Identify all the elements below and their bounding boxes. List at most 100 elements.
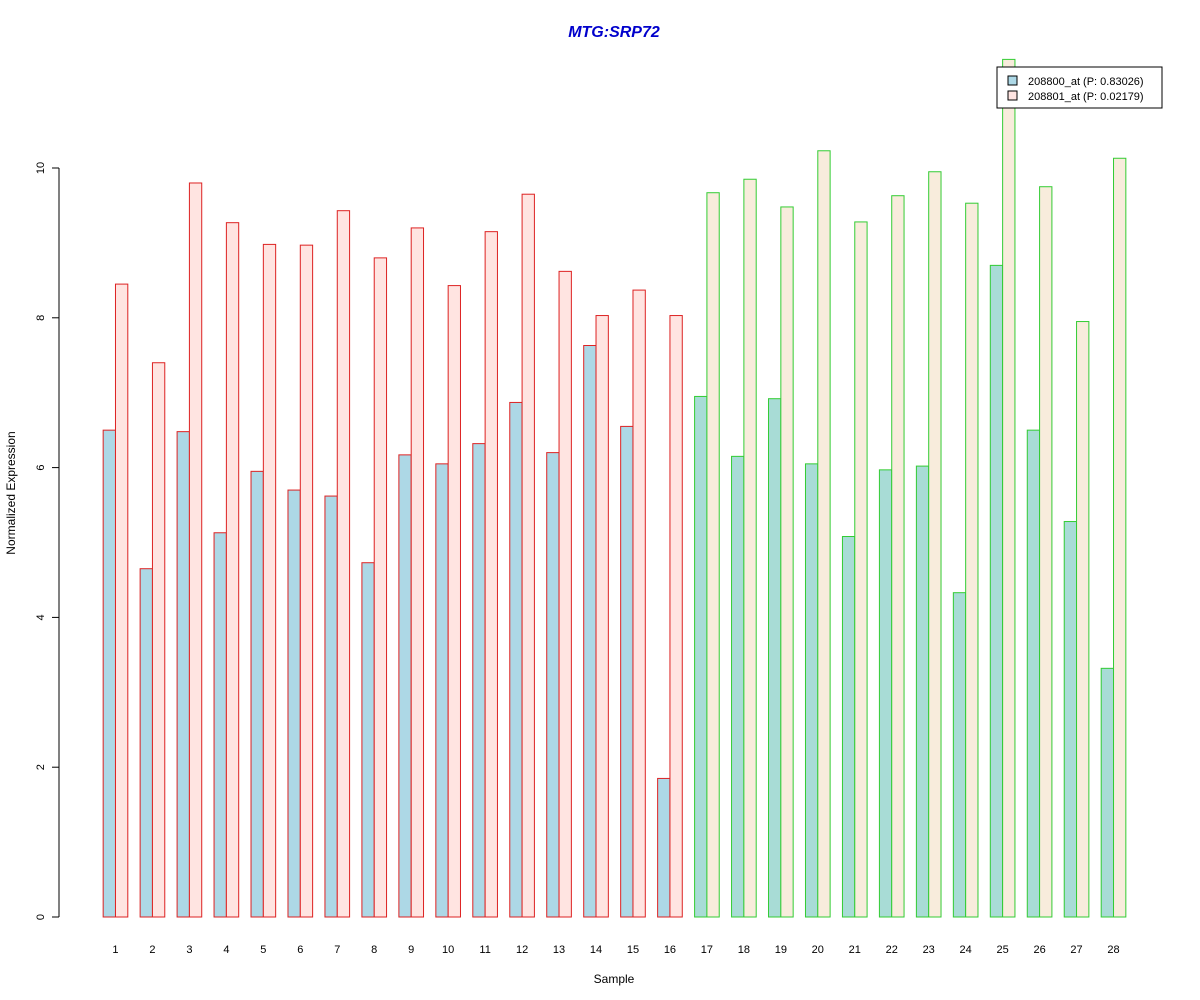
bar-sample-22-series-2 bbox=[891, 195, 905, 918]
bar-sample-8-series-1 bbox=[361, 562, 375, 918]
bar-sample-15-series-2 bbox=[632, 289, 646, 918]
bar-sample-24-series-1 bbox=[952, 592, 967, 918]
y-tick-label: 10 bbox=[35, 162, 47, 174]
x-tick-label: 8 bbox=[371, 944, 377, 956]
x-tick-label: 21 bbox=[849, 944, 861, 956]
legend-swatch-208801 bbox=[1007, 90, 1018, 101]
bar-sample-12-series-1 bbox=[509, 401, 523, 918]
bar-sample-2-series-2 bbox=[151, 362, 166, 918]
y-axis: 0 2 4 6 8 10 bbox=[35, 162, 60, 920]
x-tick-label: 3 bbox=[186, 944, 192, 956]
bar-sample-16-series-1 bbox=[657, 777, 671, 918]
bar-sample-1-series-2 bbox=[114, 283, 129, 918]
x-tick-label: 13 bbox=[553, 944, 565, 956]
bar-sample-6-series-2 bbox=[299, 244, 314, 918]
bar-sample-19-series-2 bbox=[780, 206, 794, 918]
bar-sample-11-series-1 bbox=[472, 443, 486, 918]
bar-sample-23-series-2 bbox=[928, 171, 942, 918]
bar-sample-14-series-1 bbox=[583, 345, 597, 918]
bar-sample-4-series-2 bbox=[225, 222, 240, 918]
bar-sample-23-series-1 bbox=[915, 465, 930, 918]
y-tick-label: 4 bbox=[35, 614, 47, 620]
x-tick-label: 20 bbox=[812, 944, 824, 956]
bar-sample-27-series-2 bbox=[1076, 321, 1090, 918]
chart-title: MTG:SRP72 bbox=[568, 24, 660, 41]
bar-sample-1-series-1 bbox=[102, 429, 116, 918]
bar-sample-27-series-1 bbox=[1063, 521, 1078, 918]
x-tick-label: 27 bbox=[1070, 944, 1082, 956]
bar-sample-26-series-1 bbox=[1026, 429, 1041, 918]
x-tick-label: 22 bbox=[886, 944, 898, 956]
bar-sample-17-series-2 bbox=[706, 192, 720, 918]
legend: 208800_at (P: 0.83026) 208801_at (P: 0.0… bbox=[996, 66, 1163, 109]
x-tick-label: 17 bbox=[701, 944, 713, 956]
bar-sample-18-series-2 bbox=[743, 178, 757, 918]
bar-sample-7-series-2 bbox=[336, 210, 351, 918]
bar-sample-18-series-1 bbox=[731, 455, 745, 918]
bar-sample-9-series-1 bbox=[398, 454, 412, 918]
bar-sample-5-series-2 bbox=[262, 243, 277, 918]
x-tick-label: 6 bbox=[297, 944, 303, 956]
y-tick-label: 8 bbox=[35, 315, 47, 321]
y-tick-label: 2 bbox=[35, 764, 47, 770]
x-tick-label: 9 bbox=[408, 944, 414, 956]
bar-sample-13-series-1 bbox=[546, 452, 560, 918]
bars-layer bbox=[102, 58, 1127, 918]
bar-sample-5-series-1 bbox=[250, 470, 264, 918]
legend-swatch-208800 bbox=[1007, 75, 1018, 86]
bar-sample-7-series-1 bbox=[324, 495, 338, 918]
bar-sample-25-series-1 bbox=[989, 264, 1004, 918]
x-tick-label: 7 bbox=[334, 944, 340, 956]
x-tick-label: 2 bbox=[149, 944, 155, 956]
bar-sample-10-series-1 bbox=[435, 463, 449, 918]
bar-sample-16-series-2 bbox=[669, 315, 683, 918]
x-tick-label: 16 bbox=[664, 944, 676, 956]
y-tick-label: 6 bbox=[35, 465, 47, 471]
bar-sample-21-series-1 bbox=[841, 536, 856, 918]
bar-sample-19-series-1 bbox=[768, 398, 782, 918]
bar-sample-9-series-2 bbox=[410, 227, 425, 918]
bar-sample-20-series-2 bbox=[817, 150, 831, 918]
legend-entry-208801: 208801_at (P: 0.02179) bbox=[1028, 91, 1144, 103]
bar-sample-3-series-1 bbox=[176, 431, 190, 918]
x-tick-label: 26 bbox=[1033, 944, 1045, 956]
bar-sample-12-series-2 bbox=[521, 193, 535, 918]
x-tick-label: 19 bbox=[775, 944, 787, 956]
x-tick-label: 10 bbox=[442, 944, 454, 956]
bar-sample-14-series-2 bbox=[595, 315, 609, 918]
bar-sample-15-series-1 bbox=[620, 425, 634, 918]
bar-sample-10-series-2 bbox=[447, 285, 461, 918]
x-tick-label: 4 bbox=[223, 944, 229, 956]
x-tick-label: 11 bbox=[479, 944, 490, 956]
bar-sample-28-series-1 bbox=[1100, 667, 1115, 918]
bar-sample-2-series-1 bbox=[139, 568, 153, 918]
x-tick-label: 23 bbox=[923, 944, 935, 956]
y-tick-label: 0 bbox=[35, 914, 47, 920]
x-tick-label: 24 bbox=[960, 944, 972, 956]
x-tick-label: 5 bbox=[260, 944, 266, 956]
bar-sample-26-series-2 bbox=[1039, 186, 1053, 918]
x-tick-label: 18 bbox=[738, 944, 750, 956]
x-tick-label: 15 bbox=[627, 944, 639, 956]
bar-sample-13-series-2 bbox=[558, 270, 572, 918]
bar-sample-11-series-2 bbox=[484, 231, 498, 918]
bar-sample-6-series-1 bbox=[287, 489, 301, 918]
bar-sample-25-series-2 bbox=[1002, 58, 1016, 918]
bar-sample-22-series-1 bbox=[878, 469, 893, 918]
x-tick-label: 12 bbox=[516, 944, 528, 956]
y-axis-label: Normalized Expression bbox=[4, 431, 18, 554]
bar-sample-24-series-2 bbox=[965, 202, 979, 918]
x-tick-labels: 1 2 3 4 5 6 7 8 9 10 11 12 13 14 15 16 17 18 19 20 21 22 23 24 2… bbox=[112, 944, 1119, 956]
bar-sample-20-series-1 bbox=[804, 463, 819, 918]
bar-sample-17-series-1 bbox=[694, 395, 708, 918]
x-tick-label: 1 bbox=[112, 944, 118, 956]
x-axis-label: Sample bbox=[594, 972, 635, 986]
x-tick-label: 25 bbox=[997, 944, 1009, 956]
bar-sample-3-series-2 bbox=[188, 182, 203, 918]
bar-sample-28-series-2 bbox=[1113, 157, 1127, 918]
bar-sample-8-series-2 bbox=[373, 257, 388, 918]
legend-entry-208800: 208800_at (P: 0.83026) bbox=[1028, 76, 1144, 88]
bar-sample-4-series-1 bbox=[213, 532, 227, 918]
x-tick-label: 28 bbox=[1107, 944, 1119, 956]
